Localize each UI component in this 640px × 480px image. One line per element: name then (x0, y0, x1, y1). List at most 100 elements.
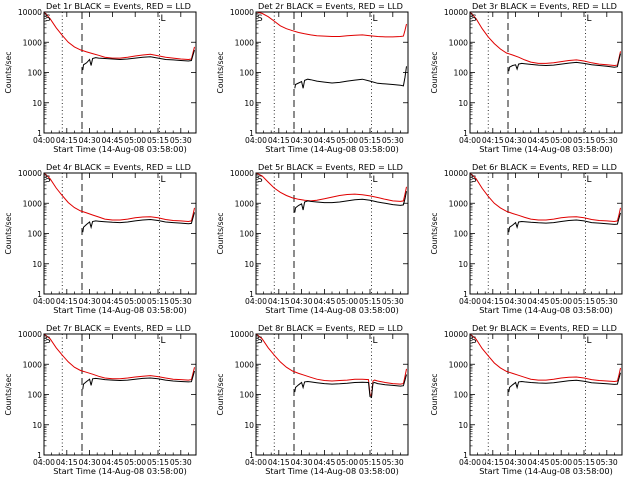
corner-marker-l: L (161, 336, 166, 346)
x-tick-label: 05:30 (596, 297, 618, 306)
x-tick-label: 05:15 (573, 136, 595, 145)
lld-series-line (256, 173, 407, 202)
x-tick-label: 05:00 (124, 297, 146, 306)
corner-marker-s: S (257, 336, 263, 346)
lld-series-line (44, 173, 195, 223)
y-axis-label: Counts/sec (216, 374, 225, 416)
x-tick-label: 04:15 (56, 297, 78, 306)
x-tick-label: 04:30 (505, 136, 527, 145)
panel-title: Det 5r BLACK = Events, RED = LLD (258, 162, 403, 172)
x-tick-label: 04:45 (313, 136, 335, 145)
y-tick-label: 1 (463, 451, 468, 460)
x-tick-label: 04:45 (313, 458, 335, 467)
lld-series-line (44, 12, 195, 61)
x-tick-label: 04:30 (79, 297, 101, 306)
x-axis-label: Start Time (14-Aug-08 03:58:00) (479, 305, 613, 315)
y-tick-label: 10 (458, 421, 468, 430)
axes-frame (43, 11, 197, 134)
x-tick-label: 04:00 (33, 458, 55, 467)
events-series-line (294, 191, 407, 213)
x-tick-label: 04:15 (482, 458, 504, 467)
x-tick-label: 05:15 (147, 458, 169, 467)
events-series-line (508, 372, 621, 393)
axes-frame (469, 333, 623, 456)
y-tick-label: 100 (240, 391, 255, 400)
y-tick-label: 1 (37, 290, 42, 299)
y-tick-label: 1000 (23, 360, 42, 369)
y-tick-label: 10000 (18, 330, 42, 339)
y-tick-label: 1000 (23, 199, 42, 208)
events-series-line (508, 53, 621, 72)
x-tick-label: 04:15 (482, 136, 504, 145)
x-tick-label: 04:30 (79, 136, 101, 145)
x-tick-label: 05:15 (573, 458, 595, 467)
y-tick-label: 1 (37, 129, 42, 138)
y-tick-label: 1000 (235, 199, 254, 208)
x-tick-label: 04:45 (527, 297, 549, 306)
x-tick-label: 05:30 (382, 458, 404, 467)
x-tick-label: 05:30 (382, 297, 404, 306)
x-tick-label: 04:45 (101, 297, 123, 306)
corner-marker-l: L (373, 336, 378, 346)
events-series-line (82, 212, 195, 233)
x-tick-label: 04:45 (527, 136, 549, 145)
x-tick-label: 05:15 (359, 136, 381, 145)
x-tick-label: 04:15 (56, 458, 78, 467)
x-tick-label: 04:45 (313, 297, 335, 306)
x-tick-label: 04:00 (33, 297, 55, 306)
y-tick-label: 1 (249, 451, 254, 460)
events-series-line (508, 212, 621, 233)
axes-frame (43, 333, 197, 456)
lld-series-line (470, 334, 621, 383)
y-axis-label: Counts/sec (4, 374, 13, 416)
x-tick-label: 04:30 (291, 297, 313, 306)
y-tick-label: 100 (454, 391, 469, 400)
x-tick-label: 04:15 (268, 458, 290, 467)
x-tick-label: 05:00 (124, 136, 146, 145)
y-tick-label: 1000 (449, 199, 468, 208)
axes-frame (255, 11, 409, 134)
y-tick-label: 10000 (444, 8, 468, 17)
y-tick-label: 10 (32, 260, 42, 269)
x-tick-label: 05:30 (596, 136, 618, 145)
corner-marker-l: L (373, 175, 378, 185)
x-tick-label: 04:45 (101, 458, 123, 467)
y-tick-label: 10 (32, 421, 42, 430)
events-series-line (294, 374, 407, 399)
x-axis-label: Start Time (14-Aug-08 03:58:00) (265, 305, 399, 315)
y-tick-label: 100 (28, 391, 43, 400)
y-tick-label: 1 (37, 451, 42, 460)
y-tick-label: 10000 (18, 8, 42, 17)
corner-marker-l: L (587, 336, 592, 346)
x-tick-label: 05:15 (573, 297, 595, 306)
panel-title: Det 7r BLACK = Events, RED = LLD (46, 323, 191, 333)
y-tick-label: 10000 (18, 169, 42, 178)
corner-marker-l: L (587, 14, 592, 24)
y-axis-label: Counts/sec (216, 52, 225, 94)
corner-marker-s: S (471, 336, 477, 346)
x-tick-label: 04:00 (459, 297, 481, 306)
events-series-line (294, 66, 407, 89)
x-tick-label: 04:30 (505, 458, 527, 467)
x-tick-label: 05:15 (359, 297, 381, 306)
x-tick-label: 04:15 (268, 297, 290, 306)
x-tick-label: 04:30 (505, 297, 527, 306)
corner-marker-l: L (161, 175, 166, 185)
x-tick-label: 04:00 (459, 136, 481, 145)
x-tick-label: 04:45 (101, 136, 123, 145)
x-tick-label: 05:00 (336, 297, 358, 306)
x-tick-label: 05:30 (170, 297, 192, 306)
x-axis-label: Start Time (14-Aug-08 03:58:00) (53, 466, 187, 476)
y-tick-label: 100 (28, 230, 43, 239)
y-tick-label: 10 (32, 99, 42, 108)
y-tick-label: 10 (244, 99, 254, 108)
lld-series-line (44, 334, 195, 381)
y-tick-label: 1000 (235, 38, 254, 47)
